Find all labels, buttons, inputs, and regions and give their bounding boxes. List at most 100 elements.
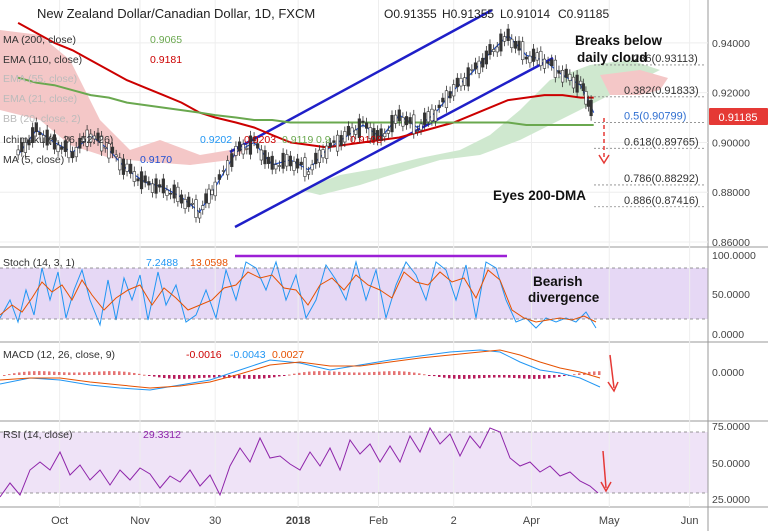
- macd-bar: [203, 375, 206, 378]
- macd-bar: [3, 375, 6, 376]
- macd-bar: [183, 375, 186, 379]
- ichimoku-cloud: [0, 30, 668, 195]
- macd-bar: [598, 371, 601, 375]
- candle-body: [524, 56, 528, 60]
- candle-body: [557, 70, 561, 74]
- macd-bar: [148, 375, 151, 376]
- candle-body: [213, 181, 217, 197]
- candle-body: [430, 108, 434, 122]
- legend-ma200-value: 0.9065: [150, 34, 182, 46]
- macd-bar: [463, 375, 466, 379]
- candle-body: [114, 154, 118, 157]
- macd-bar: [158, 375, 161, 378]
- candle-body: [335, 134, 340, 152]
- candle-body: [553, 59, 557, 78]
- candle-body: [535, 52, 539, 61]
- candle-body: [368, 127, 372, 139]
- candle-body: [74, 147, 78, 158]
- candle-body: [259, 149, 263, 161]
- candle-body: [433, 109, 438, 122]
- macd-bar: [363, 372, 366, 375]
- candle-body: [386, 130, 390, 134]
- down-arrow-icon: [598, 118, 610, 165]
- macd-bar: [258, 375, 261, 379]
- candle-body: [571, 76, 576, 89]
- candle-body: [361, 120, 365, 123]
- channel-lower: [234, 56, 554, 229]
- macd-bar: [408, 371, 411, 375]
- legend-ma200[interactable]: MA (200, close): [3, 34, 76, 46]
- rsi-label[interactable]: RSI (14, close): [3, 429, 72, 441]
- ohlc-high: H0.91355: [442, 7, 494, 21]
- cloud-bearish: [0, 30, 250, 165]
- macd-bar: [333, 371, 336, 375]
- macd-bar: [588, 371, 591, 375]
- candle-body: [462, 77, 467, 86]
- macd-bar: [233, 375, 236, 379]
- macd-label[interactable]: MACD (12, 26, close, 9): [3, 349, 115, 361]
- ohlc-open: O0.91355: [384, 7, 437, 21]
- macd-bar: [278, 375, 281, 377]
- candle-body: [125, 163, 129, 172]
- candle-body: [85, 129, 89, 147]
- rsi-line: [0, 426, 599, 498]
- macd-bar: [318, 371, 321, 375]
- macd-bar: [523, 375, 526, 379]
- rsi-tick-50: 50.0000: [712, 458, 750, 470]
- legend-ema21[interactable]: EMA (21, close): [3, 93, 77, 105]
- macd-bar: [438, 375, 441, 377]
- stoch-label[interactable]: Stoch (14, 3, 1): [3, 257, 75, 269]
- macd-bar: [153, 375, 156, 377]
- macd-bar: [553, 375, 556, 378]
- candle-body: [299, 161, 303, 166]
- y-tick-label: 0.86000: [712, 237, 750, 249]
- candle-body: [513, 40, 518, 49]
- stoch-d-line: [0, 269, 597, 323]
- x-tick-label: 2: [451, 515, 457, 527]
- legend-bb[interactable]: BB (20, close, 2): [3, 113, 81, 125]
- x-tick-label: May: [599, 515, 620, 527]
- fib-label: 0.5(0.90799): [624, 111, 686, 123]
- candle-body: [303, 157, 307, 177]
- rsi-value: 29.3312: [143, 429, 181, 441]
- macd-bar: [288, 374, 291, 376]
- candle-body: [441, 97, 445, 103]
- legend-ichimoku[interactable]: Ichimoku (9, 26, 52, 26): [3, 134, 113, 146]
- candle-body: [589, 99, 593, 117]
- candle-body: [234, 146, 238, 156]
- candle-body: [531, 48, 536, 62]
- candle-body: [49, 138, 53, 141]
- legend-ma5[interactable]: MA (5, close): [3, 154, 64, 166]
- candle-body: [165, 189, 169, 196]
- fib-label: 0.786(0.88292): [624, 173, 699, 185]
- macd-bar: [198, 375, 201, 379]
- indicator-legend: MA (200, close) 0.9065 EMA (110, close) …: [3, 34, 382, 166]
- macd-bar: [518, 375, 521, 379]
- candle-body: [20, 142, 24, 153]
- candle-body: [132, 171, 136, 182]
- candle-body: [339, 135, 343, 146]
- macd-bar: [23, 371, 26, 375]
- fib-levels: 0.236(0.93113) 0.382(0.91833) 0.5(0.90799)…: [594, 53, 704, 208]
- ohlc-close: C0.91185: [558, 7, 609, 21]
- macd-pane: [0, 349, 601, 391]
- candle-body: [23, 142, 28, 153]
- legend-ema110[interactable]: EMA (110, close): [3, 54, 82, 66]
- candle-body: [444, 90, 449, 109]
- macd-bar: [528, 375, 531, 379]
- candle-body: [328, 142, 332, 148]
- stoch-pane: [0, 254, 708, 329]
- legend-ema55[interactable]: EMA (55, close): [3, 73, 77, 85]
- macd-bar: [273, 375, 276, 378]
- chart-title: New Zealand Dollar/Canadian Dollar, 1D, …: [37, 6, 315, 21]
- macd-bar: [418, 373, 421, 375]
- candle-body: [426, 111, 430, 123]
- candle-body: [161, 178, 165, 194]
- candle-body: [310, 164, 314, 171]
- candle-body: [343, 131, 347, 143]
- macd-bar: [378, 371, 381, 375]
- macd-bar: [253, 375, 256, 379]
- stoch-tick-50: 50.0000: [712, 289, 750, 301]
- rsi-tick-25: 25.0000: [712, 494, 750, 506]
- macd-bar: [328, 371, 331, 375]
